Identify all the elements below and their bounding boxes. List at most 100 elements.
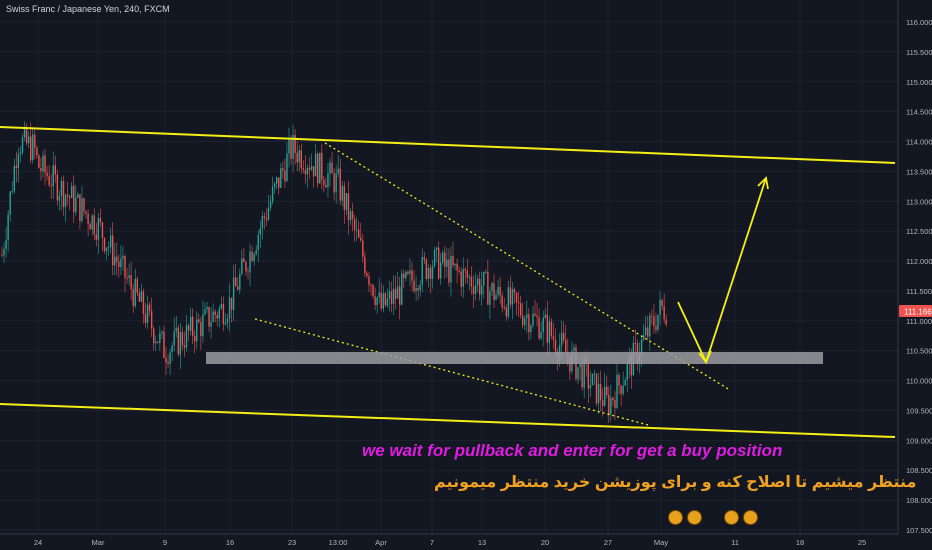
candle <box>376 297 378 305</box>
candle <box>222 303 225 325</box>
candle <box>224 322 227 325</box>
candle <box>157 341 159 343</box>
candle <box>409 270 411 274</box>
candle <box>13 165 15 192</box>
price-tick-label: 116.000 <box>906 18 932 27</box>
candle <box>308 167 311 170</box>
candle <box>663 305 665 320</box>
candle <box>286 153 288 182</box>
icon-spacer <box>706 510 720 523</box>
candle <box>302 168 305 170</box>
candle <box>380 292 382 309</box>
candle <box>536 315 538 318</box>
candle <box>491 283 493 292</box>
time-axis[interactable]: 24 Mar 9 16 23 13:00 Apr 7 13 20 27 May 11 18 25 <box>0 533 898 547</box>
candle <box>134 278 136 306</box>
candle <box>464 269 466 271</box>
candle <box>349 211 352 220</box>
channel-lower-line[interactable] <box>0 403 896 438</box>
candle <box>183 345 186 348</box>
candle <box>474 285 477 295</box>
candle <box>42 155 44 172</box>
candle <box>66 194 69 197</box>
candle <box>263 216 266 218</box>
candle <box>52 165 54 187</box>
channel-upper-line[interactable] <box>0 126 896 164</box>
caption-persian[interactable]: منتظر میشیم تا اصلاح کنه و برای پوزیشن خ… <box>434 474 917 491</box>
caption-english[interactable]: we wait for pullback and enter for get a… <box>362 441 783 460</box>
candle <box>181 332 184 346</box>
candle <box>647 327 649 337</box>
wedge-upper-line[interactable] <box>324 142 731 391</box>
candle <box>210 321 212 327</box>
price-axis[interactable]: 116.000 115.500 115.000 114.500 114.000 113.5… <box>897 0 932 550</box>
price-tick-label: 109.500 <box>906 406 932 415</box>
price-tick-label: 109.000 <box>906 436 932 445</box>
candle <box>507 287 510 317</box>
candle <box>265 217 268 220</box>
time-tick-label: 18 <box>796 538 804 547</box>
candle <box>608 394 610 415</box>
candle <box>153 328 155 344</box>
candle <box>288 139 290 154</box>
candle <box>257 234 259 250</box>
candle <box>148 304 151 312</box>
price-tick-label: 112.000 <box>906 257 932 266</box>
candle <box>314 153 317 177</box>
last-price-label: 111.166 <box>904 308 932 317</box>
candle <box>155 341 157 344</box>
candle <box>140 291 143 302</box>
candle <box>573 347 575 352</box>
forecast-arrow[interactable] <box>677 177 767 365</box>
candle <box>255 249 257 255</box>
candle <box>347 193 350 220</box>
price-tick-label: 114.000 <box>906 138 932 147</box>
candle <box>362 240 364 257</box>
candle <box>517 302 520 304</box>
candle <box>109 235 112 248</box>
candle <box>97 218 100 240</box>
candle <box>489 291 491 305</box>
candle <box>204 309 206 315</box>
candle <box>142 291 145 314</box>
candle <box>239 274 241 290</box>
candle <box>427 267 430 279</box>
emoji-icon-group[interactable] <box>668 510 758 525</box>
candle <box>413 280 415 292</box>
price-tick-label: 112.500 <box>906 227 932 236</box>
emoji-icon[interactable] <box>687 510 702 525</box>
candle <box>583 359 585 388</box>
candle <box>175 327 177 332</box>
candle <box>435 247 438 250</box>
candle <box>534 313 536 316</box>
candles <box>1 121 667 423</box>
candle <box>390 291 393 304</box>
candle <box>651 315 653 317</box>
candle <box>601 400 604 406</box>
grid <box>0 0 898 534</box>
candle <box>657 314 659 331</box>
candle <box>552 336 555 340</box>
candle <box>87 213 89 225</box>
time-tick-label: 9 <box>163 538 167 547</box>
emoji-icon[interactable] <box>724 510 739 525</box>
emoji-icon[interactable] <box>668 510 683 525</box>
candle <box>446 259 448 267</box>
candle <box>3 248 5 256</box>
support-zone[interactable] <box>206 352 823 364</box>
candle <box>401 273 403 305</box>
emoji-icon[interactable] <box>743 510 758 525</box>
candle <box>423 257 425 260</box>
candle <box>528 314 530 333</box>
candle <box>374 296 376 305</box>
candle <box>522 315 524 326</box>
candle <box>284 170 286 182</box>
candle <box>511 289 514 305</box>
time-tick-label: 13 <box>478 538 486 547</box>
candle <box>606 386 608 395</box>
wedge-lower-line[interactable] <box>254 318 649 426</box>
candle <box>56 174 59 201</box>
candle <box>317 153 319 184</box>
candle <box>321 152 323 180</box>
